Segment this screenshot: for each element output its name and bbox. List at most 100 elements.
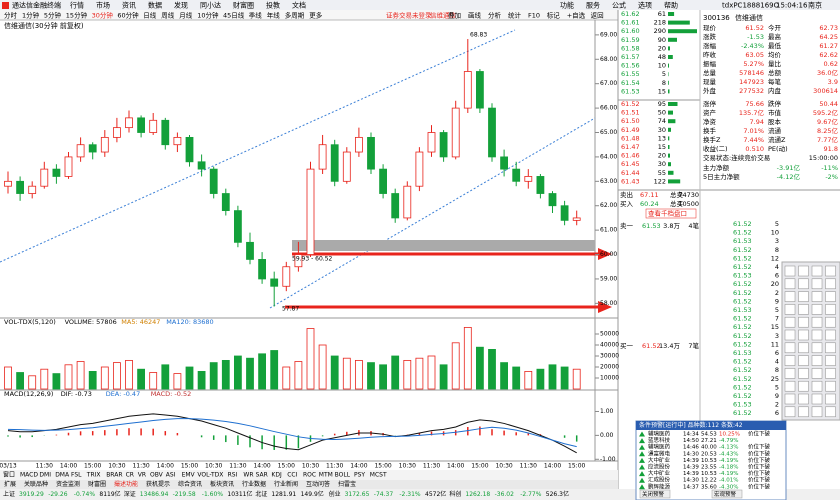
- tool-icon[interactable]: [798, 265, 809, 277]
- alert-name[interactable]: 鹏辉能源: [648, 482, 671, 490]
- indicator-tab[interactable]: KDJ: [271, 472, 282, 479]
- info-tab[interactable]: 综合资讯: [178, 480, 202, 488]
- menu-item[interactable]: 选项: [638, 1, 652, 10]
- info-tab[interactable]: 板块资讯: [210, 480, 234, 488]
- tool-icon[interactable]: [825, 316, 836, 328]
- tool-icon[interactable]: [784, 291, 796, 302]
- indicator-tab[interactable]: WR: [243, 472, 253, 479]
- alert-name[interactable]: 应流股份: [648, 463, 671, 471]
- tool-icon[interactable]: [798, 291, 809, 302]
- period-tab[interactable]: 分时: [4, 11, 18, 20]
- tool-icon[interactable]: [825, 406, 836, 418]
- alert-button-label[interactable]: 关闭预警: [642, 490, 665, 498]
- tool-icon[interactable]: [784, 329, 796, 341]
- menu-item[interactable]: 市场: [96, 1, 110, 10]
- period-tab[interactable]: 月线: [179, 11, 193, 20]
- period-tab[interactable]: 10分钟: [197, 11, 219, 20]
- info-tab[interactable]: 关联品种: [24, 480, 48, 488]
- tool-icon[interactable]: [784, 278, 796, 290]
- info-tab[interactable]: 行业数据: [242, 480, 266, 488]
- menu-item[interactable]: 服务: [586, 1, 600, 10]
- tool-icon[interactable]: [784, 368, 796, 379]
- menu-item[interactable]: 公式: [612, 1, 626, 10]
- tool-icon[interactable]: [811, 304, 823, 315]
- alert-name[interactable]: 大中矿业: [648, 469, 671, 477]
- period-tab[interactable]: 多周期: [285, 11, 305, 20]
- tool-icon[interactable]: [798, 342, 809, 354]
- tool-button[interactable]: 分析: [488, 11, 502, 20]
- menu-item[interactable]: 资讯: [122, 1, 136, 10]
- indicator-tab[interactable]: DMA: [55, 472, 70, 479]
- info-tab[interactable]: 行业新闻: [274, 480, 298, 488]
- indicator-tab[interactable]: PSY: [354, 472, 365, 479]
- indicator-tab[interactable]: TRIX: [86, 472, 101, 479]
- indicator-tab[interactable]: CCI: [287, 472, 297, 479]
- tool-button[interactable]: 标记: [547, 11, 561, 20]
- tool-icon[interactable]: [798, 304, 809, 315]
- tool-icon[interactable]: [825, 393, 836, 405]
- menu-item[interactable]: 投教: [266, 1, 280, 10]
- period-tab[interactable]: 更多: [309, 11, 323, 20]
- indicator-tab[interactable]: VOL-TDX: [197, 472, 223, 479]
- indicator-tab[interactable]: FSL: [71, 472, 82, 479]
- tool-icon[interactable]: [784, 380, 796, 392]
- tool-icon[interactable]: [798, 393, 809, 405]
- tool-icon[interactable]: [798, 406, 809, 418]
- info-tab[interactable]: 扫雷宝: [338, 480, 356, 488]
- indicator-tab[interactable]: BOLL: [335, 472, 351, 479]
- tool-icon[interactable]: [811, 368, 823, 379]
- tool-icon[interactable]: [784, 304, 796, 315]
- tool-icon[interactable]: [825, 355, 836, 366]
- period-tab[interactable]: 15分钟: [66, 11, 88, 20]
- tool-icon[interactable]: [811, 406, 823, 418]
- period-tab[interactable]: 季线: [249, 11, 262, 20]
- period-tab[interactable]: 30分钟: [92, 11, 114, 20]
- tool-icon[interactable]: [811, 291, 823, 302]
- tool-icon[interactable]: [811, 342, 823, 354]
- menu-item[interactable]: 发现: [174, 1, 188, 10]
- tool-icon[interactable]: [798, 368, 809, 379]
- tool-icon[interactable]: [798, 278, 809, 290]
- menu-item[interactable]: 数据: [148, 1, 162, 10]
- indicator-tab[interactable]: MTM: [319, 472, 333, 479]
- depth-link[interactable]: 查看千档盘口: [648, 209, 687, 218]
- menu-item[interactable]: 财富圈: [233, 1, 254, 10]
- info-tab[interactable]: 财富圈: [88, 480, 106, 488]
- tool-icon[interactable]: [784, 355, 796, 366]
- info-tab[interactable]: 扩展: [4, 480, 16, 488]
- menu-item[interactable]: 同小达: [200, 1, 221, 10]
- tool-icon[interactable]: [811, 393, 823, 405]
- tool-icon[interactable]: [811, 380, 823, 392]
- alert-name[interactable]: 汇成股份: [648, 476, 671, 484]
- tool-icon[interactable]: [825, 380, 836, 392]
- tool-icon[interactable]: [825, 265, 836, 277]
- tool-button[interactable]: 返回: [591, 12, 604, 20]
- period-tab[interactable]: 1分钟: [22, 11, 40, 20]
- indicator-tab[interactable]: OBV: [150, 472, 164, 479]
- tool-icon[interactable]: [825, 291, 836, 302]
- tool-icon[interactable]: [811, 329, 823, 341]
- tool-icon[interactable]: [825, 278, 836, 290]
- tool-button[interactable]: 叠加: [448, 11, 461, 20]
- tool-icon[interactable]: [798, 380, 809, 392]
- indicator-tab[interactable]: EMV: [182, 472, 196, 479]
- tool-icon[interactable]: [811, 278, 823, 290]
- tool-icon[interactable]: [825, 329, 836, 341]
- alert-name[interactable]: 通富微电: [648, 449, 671, 457]
- tool-icon[interactable]: [811, 355, 823, 366]
- info-tab[interactable]: 互动问答: [306, 480, 330, 488]
- alert-button-label[interactable]: 宏观预警: [714, 490, 737, 498]
- tool-button[interactable]: +自选: [567, 11, 586, 20]
- tool-button[interactable]: F10: [528, 12, 540, 20]
- menu-item[interactable]: 帮助: [664, 1, 678, 10]
- tool-icon[interactable]: [798, 329, 809, 341]
- tool-icon[interactable]: [784, 265, 796, 277]
- indicator-tab[interactable]: DMI: [39, 472, 51, 479]
- tool-icon[interactable]: [798, 355, 809, 366]
- indicator-tab[interactable]: MCST: [370, 472, 387, 479]
- alert-name[interactable]: 辅璃医药: [648, 430, 671, 438]
- indicator-tab[interactable]: ROC: [303, 472, 316, 479]
- info-tab[interactable]: 获机提示: [146, 480, 170, 488]
- menu-item[interactable]: 行情: [70, 1, 84, 10]
- menu-item[interactable]: 文档: [292, 1, 306, 10]
